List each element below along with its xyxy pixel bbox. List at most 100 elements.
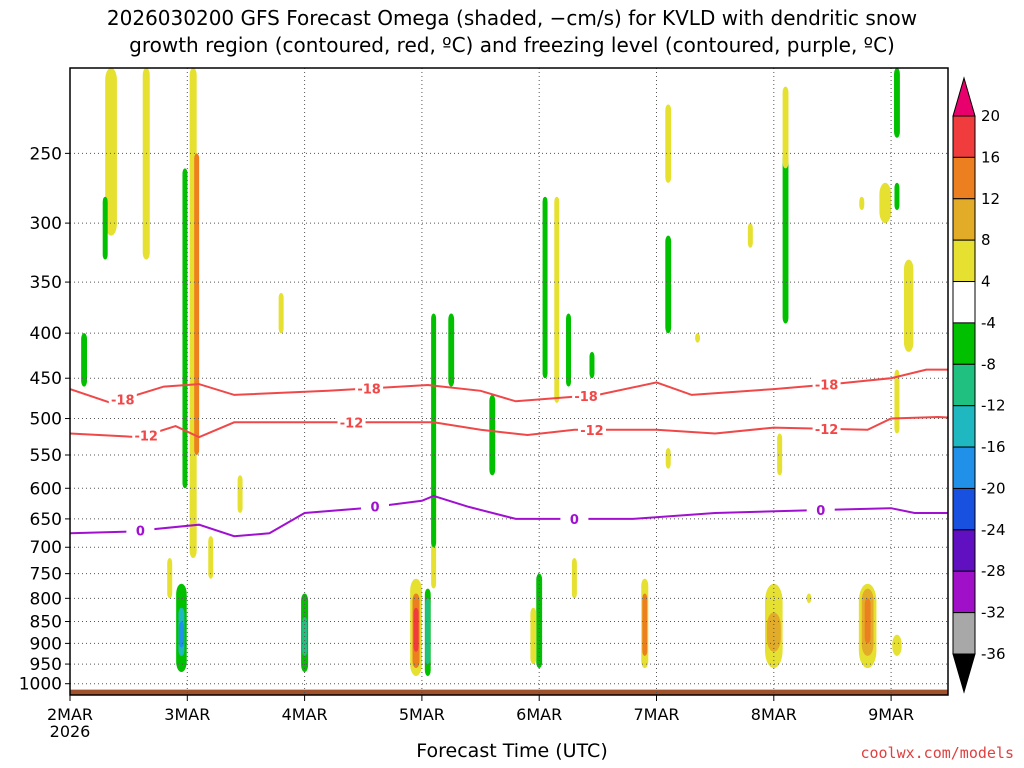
colorbar-segment (952, 405, 976, 448)
y-tick-label: 800 (30, 589, 62, 609)
contour-label: -18 (815, 379, 839, 394)
y-tick-label: 350 (30, 273, 62, 293)
x-tick-sublabel: 2026 (50, 722, 91, 741)
colorbar-segment (952, 115, 976, 158)
contour-label: 0 (136, 524, 145, 539)
contour-label-bg (132, 427, 161, 444)
colorbar-label: -16 (981, 438, 1006, 456)
x-tick-label: 4MAR (282, 705, 328, 724)
contour-label-bg (560, 510, 589, 527)
omega-region (695, 333, 701, 343)
omega-region (142, 68, 150, 260)
omega-region (413, 607, 419, 652)
y-tick-label: 750 (30, 565, 62, 585)
colorbar-label: -32 (981, 604, 1006, 622)
contour-label-bg (577, 421, 606, 438)
colorbar-label: -4 (981, 314, 996, 332)
omega-region (747, 223, 753, 248)
omega-region (665, 104, 672, 183)
contour-label: -18 (357, 382, 381, 397)
omega-region (278, 292, 284, 334)
omega-region (489, 394, 496, 476)
colorbar-label: 4 (981, 273, 991, 291)
colorbar-segment (952, 612, 976, 655)
x-tick-label: 8MAR (751, 705, 797, 724)
contour-label-bg (812, 376, 841, 393)
contour-label: 0 (370, 501, 379, 516)
contour-label-bg (355, 380, 384, 397)
y-tick-label: 700 (30, 538, 62, 558)
chart-title-line2: growth region (contoured, red, ºC) and f… (129, 33, 895, 57)
x-tick-label: 9MAR (868, 705, 914, 724)
contour-line (70, 415, 948, 439)
y-tick-label: 250 (30, 144, 62, 164)
colorbar-top-arrow (952, 76, 976, 117)
omega-region (530, 607, 537, 665)
plot-area: -18 -18 -18 -18 -12 -12 -12 -12 0 0 0 0 (70, 68, 948, 695)
omega-region (182, 168, 188, 489)
contour-label-bg (126, 522, 155, 539)
omega-region (879, 182, 892, 224)
omega-region (859, 196, 865, 211)
colorbar-label: -12 (981, 397, 1006, 415)
omega-region (782, 153, 789, 324)
omega-region (208, 536, 214, 579)
contour-label-bg (337, 414, 366, 431)
omega-region (448, 313, 455, 387)
omega-region (105, 68, 117, 236)
contour-line (70, 368, 948, 404)
omega-region (194, 153, 200, 455)
contour-label: -12 (134, 429, 158, 444)
colorbar-segment (952, 239, 976, 283)
omega-region (566, 313, 572, 387)
colorbar-segment (952, 322, 976, 365)
contour-label: -12 (580, 424, 604, 439)
y-tick-label: 400 (30, 324, 62, 344)
y-tick-label: 650 (30, 510, 62, 530)
credit-text: coolwx.com/models (860, 744, 1014, 762)
colorbar-segment (952, 281, 976, 324)
x-tick-label: 6MAR (516, 705, 562, 724)
omega-region (777, 433, 783, 476)
omega-region (542, 196, 548, 379)
contour-label: 0 (816, 504, 825, 519)
contour-label: -12 (340, 416, 364, 431)
omega-region (178, 621, 184, 648)
y-tick-label: 850 (30, 613, 62, 633)
y-tick-label: 600 (30, 479, 62, 499)
contour-label-bg (360, 498, 389, 515)
omega-region (894, 369, 900, 434)
colorbar-segment (952, 198, 976, 241)
omega-region (665, 447, 671, 469)
omega-region (167, 558, 173, 599)
omega-region (554, 196, 560, 403)
contour-label: -12 (815, 423, 839, 438)
contour-label: -18 (574, 390, 598, 405)
omega-region (782, 86, 789, 169)
contour-label-bg (108, 391, 137, 408)
omega-region (894, 182, 900, 211)
colorbar-label: -20 (981, 479, 1006, 497)
colorbar-segment (952, 570, 976, 614)
colorbar-segment (952, 446, 976, 489)
colorbar-segment (952, 156, 976, 200)
colorbar-segment (952, 529, 976, 572)
colorbar-label: 12 (981, 190, 1000, 208)
omega-region (642, 593, 648, 656)
y-tick-label: 550 (30, 446, 62, 466)
omega-region (571, 558, 577, 599)
y-tick-label: 500 (30, 410, 62, 430)
colorbar-bottom-arrow (952, 653, 976, 694)
y-tick-label: 1000 (19, 675, 62, 695)
omega-region (425, 598, 431, 665)
colorbar-label: -28 (981, 562, 1006, 580)
x-tick-label: 2MAR (47, 705, 93, 724)
contour-label-bg (572, 387, 601, 404)
x-tick-label: 3MAR (164, 705, 210, 724)
contour-label: 0 (570, 513, 579, 528)
omega-region (904, 259, 914, 352)
omega-region (894, 68, 900, 138)
omega-region (431, 313, 437, 548)
colorbar-segment (952, 487, 976, 531)
